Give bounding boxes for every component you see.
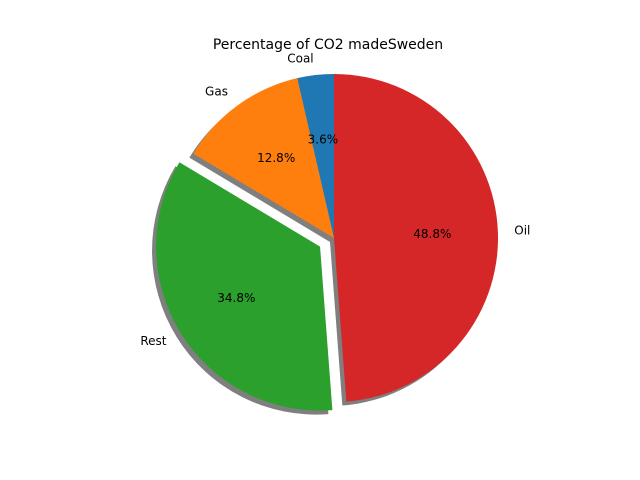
slice-gas [193,78,334,239]
slice-pct-gas: 12.8% [257,151,295,165]
slice-label-oil: Oil [514,224,530,238]
slice-label-gas: Gas [205,85,228,99]
slice-label-rest: Rest [140,334,166,348]
chart-title: Percentage of CO2 madeSweden [213,37,443,53]
slice-pct-rest: 34.8% [217,291,255,305]
slice-rest [156,162,333,411]
slice-pct-coal: 3.6% [308,133,339,147]
slice-pct-oil: 48.8% [413,227,451,241]
slice-label-coal: Coal [287,51,313,65]
slice-labels: Coal 3.6% Gas 12.8% Rest 34.8% Oil 48.8% [140,51,530,348]
slices [156,74,498,411]
slice-oil [334,74,498,402]
slice-coal [297,74,334,238]
